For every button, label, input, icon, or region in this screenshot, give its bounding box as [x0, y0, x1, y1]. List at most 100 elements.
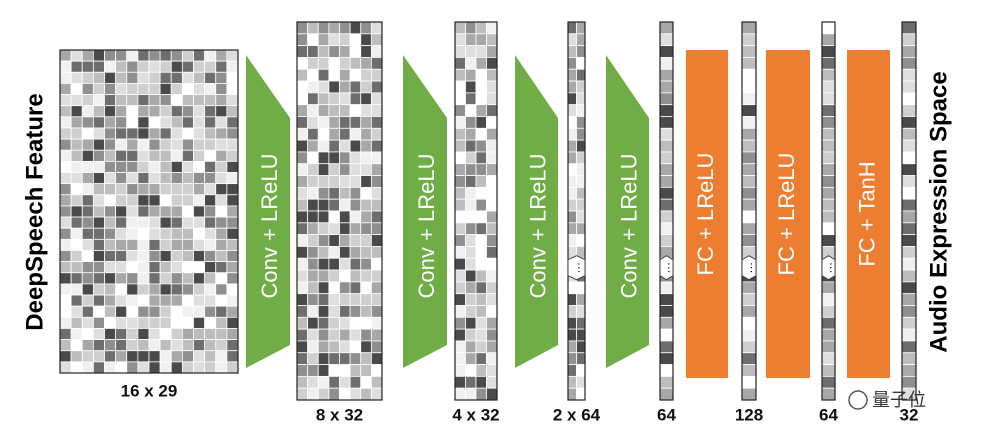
cell — [465, 316, 477, 330]
cell — [226, 305, 239, 318]
cell — [215, 138, 228, 151]
cell — [741, 151, 757, 165]
cell — [821, 316, 836, 330]
cell — [92, 238, 105, 251]
cell — [370, 92, 383, 106]
cell — [137, 60, 150, 73]
cell — [193, 127, 206, 140]
cell — [204, 250, 217, 263]
cell — [81, 105, 94, 118]
cell — [465, 45, 477, 58]
cell — [659, 340, 674, 354]
cell — [486, 328, 498, 342]
cell — [115, 294, 128, 307]
cell — [296, 222, 309, 236]
cell — [360, 269, 372, 283]
cell — [137, 328, 150, 340]
ellipsis-marker — [659, 255, 674, 281]
cell — [181, 149, 194, 162]
cell — [821, 340, 836, 354]
cell — [339, 33, 351, 47]
cell — [454, 257, 466, 271]
cell — [454, 340, 466, 354]
cell — [349, 246, 362, 259]
cell — [193, 183, 206, 196]
cell — [465, 387, 477, 401]
cell — [81, 116, 94, 129]
cell — [70, 339, 83, 352]
cell — [137, 83, 150, 95]
cell — [360, 328, 372, 342]
cell — [226, 328, 239, 340]
cell — [126, 250, 139, 263]
cell — [475, 375, 487, 389]
cell — [137, 272, 150, 285]
cell — [360, 139, 372, 153]
cell — [226, 216, 239, 229]
cell — [115, 105, 128, 118]
cell — [475, 21, 487, 35]
cell — [317, 364, 330, 377]
cell — [360, 151, 372, 165]
cell — [296, 364, 309, 377]
cell — [215, 105, 228, 118]
cell — [92, 138, 105, 151]
cell — [170, 116, 183, 129]
cell — [349, 92, 362, 106]
cell — [370, 210, 383, 224]
cell — [317, 328, 330, 342]
cell — [328, 305, 340, 318]
conv-layer — [403, 55, 447, 368]
cell — [475, 186, 487, 200]
cell — [226, 94, 239, 107]
cell — [659, 163, 674, 176]
cell — [126, 160, 139, 173]
tensor-border — [59, 49, 239, 374]
cell — [215, 350, 228, 363]
cell — [339, 364, 351, 377]
cell — [92, 116, 105, 129]
cell — [159, 116, 172, 129]
cell — [349, 139, 362, 153]
cell — [226, 194, 239, 207]
cell — [339, 163, 351, 176]
cell — [576, 328, 586, 342]
cell — [370, 234, 383, 247]
cell — [115, 305, 128, 318]
cell — [181, 227, 194, 240]
cell — [360, 257, 372, 271]
cell — [159, 83, 172, 95]
cell — [193, 160, 206, 173]
cell — [70, 361, 83, 374]
cell — [92, 283, 105, 296]
cell — [148, 138, 161, 151]
cell — [741, 57, 757, 70]
cell — [567, 116, 577, 129]
layer-label: Conv + LReLU — [257, 154, 282, 299]
cell — [137, 350, 150, 363]
cell — [370, 163, 383, 176]
cell — [226, 361, 239, 374]
cell — [59, 183, 72, 196]
cell — [360, 116, 372, 129]
cell — [901, 163, 917, 176]
cell — [204, 350, 217, 363]
cell — [821, 92, 836, 106]
cell — [454, 186, 466, 200]
cell — [486, 175, 498, 188]
cell — [475, 210, 487, 224]
cell — [567, 364, 577, 377]
cell — [821, 116, 836, 129]
cell — [475, 151, 487, 165]
cell — [454, 387, 466, 401]
cell — [475, 198, 487, 212]
cell — [486, 80, 498, 94]
cell — [821, 364, 836, 377]
cell — [296, 151, 309, 165]
cell — [317, 21, 330, 35]
layer-label: FC + LReLU — [774, 153, 799, 276]
cell — [296, 116, 309, 129]
cell — [486, 375, 498, 389]
cell — [296, 293, 309, 306]
cell — [215, 60, 228, 73]
